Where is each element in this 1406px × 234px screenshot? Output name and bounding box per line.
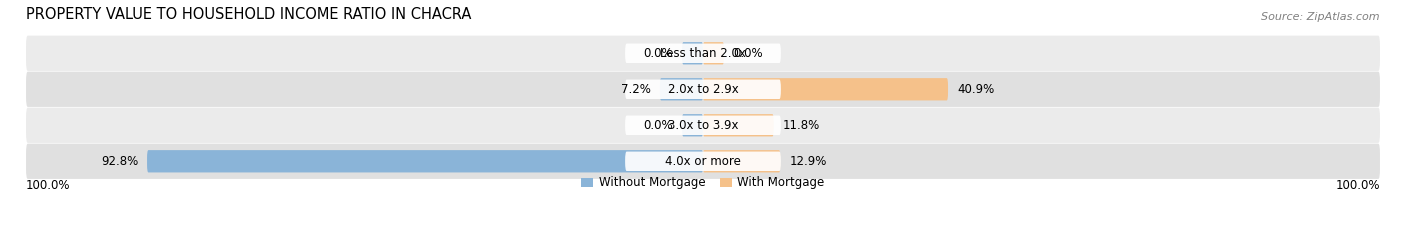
Text: Source: ZipAtlas.com: Source: ZipAtlas.com: [1261, 12, 1379, 22]
Text: 4.0x or more: 4.0x or more: [665, 155, 741, 168]
Text: Less than 2.0x: Less than 2.0x: [659, 47, 747, 60]
FancyBboxPatch shape: [626, 80, 780, 99]
FancyBboxPatch shape: [703, 114, 773, 136]
Text: 7.2%: 7.2%: [621, 83, 651, 96]
Text: 12.9%: 12.9%: [789, 155, 827, 168]
FancyBboxPatch shape: [659, 78, 703, 100]
FancyBboxPatch shape: [703, 78, 948, 100]
FancyBboxPatch shape: [626, 116, 780, 135]
FancyBboxPatch shape: [27, 108, 1379, 143]
FancyBboxPatch shape: [27, 72, 1379, 107]
FancyBboxPatch shape: [703, 150, 780, 172]
Text: 0.0%: 0.0%: [644, 47, 673, 60]
FancyBboxPatch shape: [626, 152, 780, 171]
Text: 3.0x to 3.9x: 3.0x to 3.9x: [668, 119, 738, 132]
Text: PROPERTY VALUE TO HOUSEHOLD INCOME RATIO IN CHACRA: PROPERTY VALUE TO HOUSEHOLD INCOME RATIO…: [27, 7, 471, 22]
Text: 11.8%: 11.8%: [783, 119, 820, 132]
Text: 0.0%: 0.0%: [644, 119, 673, 132]
Text: 92.8%: 92.8%: [101, 155, 138, 168]
FancyBboxPatch shape: [27, 144, 1379, 179]
Text: 40.9%: 40.9%: [957, 83, 994, 96]
FancyBboxPatch shape: [703, 42, 724, 64]
FancyBboxPatch shape: [626, 44, 780, 63]
Text: 2.0x to 2.9x: 2.0x to 2.9x: [668, 83, 738, 96]
Legend: Without Mortgage, With Mortgage: Without Mortgage, With Mortgage: [576, 172, 830, 194]
FancyBboxPatch shape: [682, 42, 703, 64]
Text: 100.0%: 100.0%: [1336, 179, 1379, 192]
FancyBboxPatch shape: [682, 114, 703, 136]
FancyBboxPatch shape: [27, 36, 1379, 71]
Text: 100.0%: 100.0%: [27, 179, 70, 192]
Text: 0.0%: 0.0%: [733, 47, 762, 60]
FancyBboxPatch shape: [148, 150, 703, 172]
